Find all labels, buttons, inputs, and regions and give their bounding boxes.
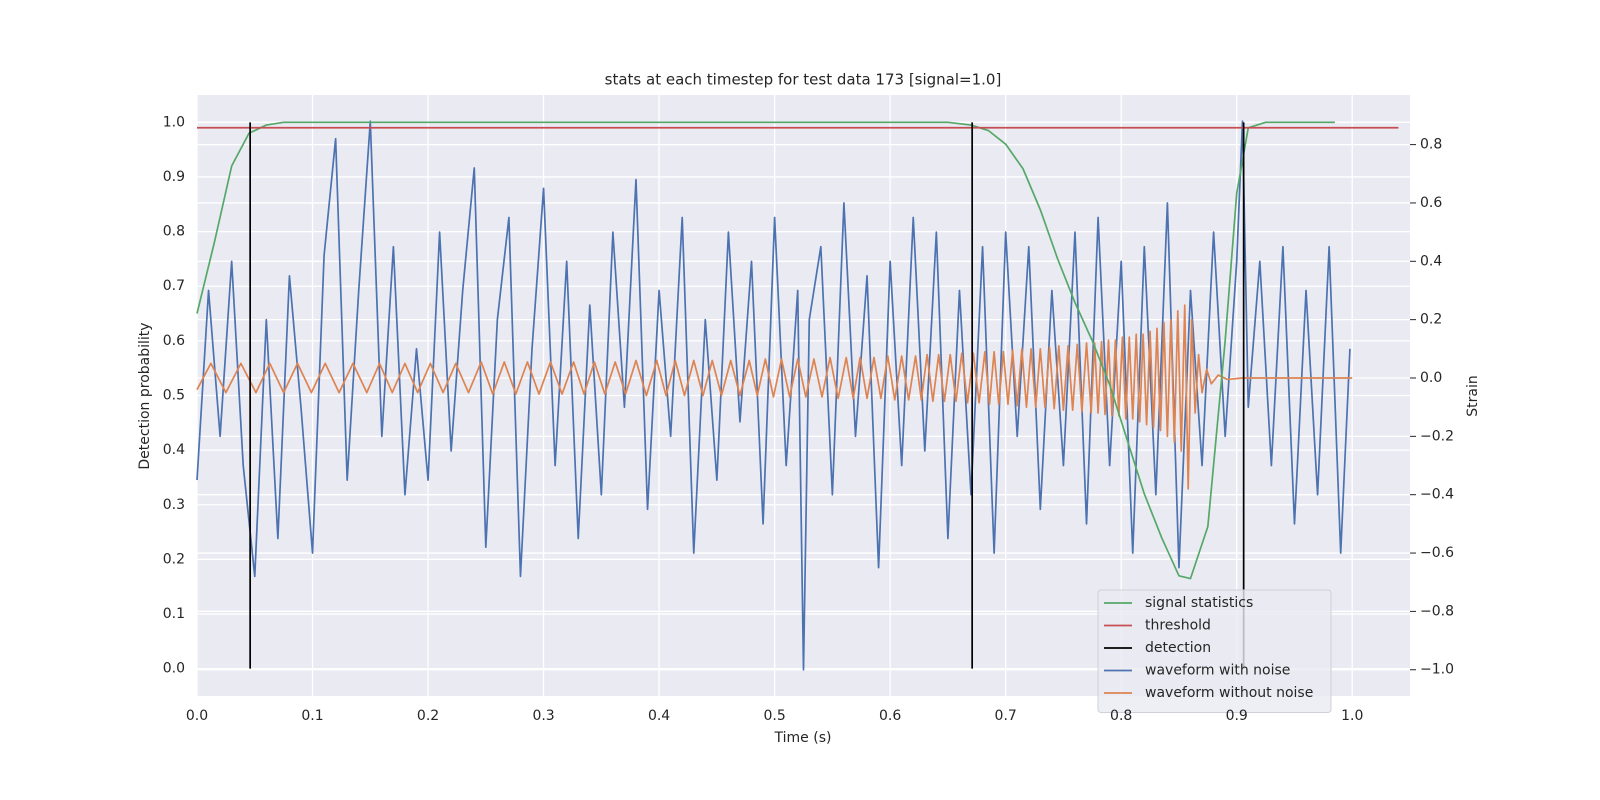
x-tick-label: 0.5 xyxy=(763,708,785,724)
x-tick-label: 0.3 xyxy=(532,708,554,724)
legend-label: signal statistics xyxy=(1145,595,1253,611)
legend-label: waveform with noise xyxy=(1145,663,1290,679)
y-tick-label: 0.0 xyxy=(163,661,185,677)
y2-tick-label: 0.6 xyxy=(1420,195,1442,211)
legend-box xyxy=(1097,589,1332,713)
x-tick-label: 0.0 xyxy=(186,708,208,724)
series-line xyxy=(249,122,1245,669)
y-tick-label: 1.0 xyxy=(163,114,185,130)
y-tick-label: 0.3 xyxy=(163,497,185,513)
y-tick-label: 0.7 xyxy=(163,278,185,294)
x-tick-label: 1.0 xyxy=(1341,708,1363,724)
y2-axis-label: Strain xyxy=(1465,375,1481,416)
x-tick-label: 0.7 xyxy=(995,708,1017,724)
legend: signal statistics threshold detection wavef… xyxy=(1097,589,1332,713)
y2-tick-label: −0.6 xyxy=(1420,545,1454,561)
y-tick-label: 0.5 xyxy=(163,388,185,404)
y2-tick-label: 0.4 xyxy=(1420,253,1442,269)
x-tick-label: 0.2 xyxy=(417,708,439,724)
y-tick-label: 0.1 xyxy=(163,606,185,622)
x-tick-label: 0.9 xyxy=(1226,708,1248,724)
x-tick-label: 0.1 xyxy=(301,708,323,724)
x-axis-label: Time (s) xyxy=(774,730,832,746)
legend-label: waveform without noise xyxy=(1145,685,1313,701)
x-tick-label: 0.4 xyxy=(648,708,670,724)
y-axis-label: Detection probability xyxy=(137,322,153,469)
y2-tick-label: −0.8 xyxy=(1420,603,1454,619)
y-tick-label: 0.4 xyxy=(163,442,185,458)
y2-tick-label: 0.2 xyxy=(1420,312,1442,328)
y2-tick-label: 0.0 xyxy=(1420,370,1442,386)
series-line xyxy=(196,120,1351,671)
series-layer xyxy=(196,120,1399,671)
x-tick-label: 0.6 xyxy=(879,708,901,724)
y2-tick-label: −1.0 xyxy=(1420,662,1454,678)
y2-tick-label: −0.4 xyxy=(1420,487,1454,503)
y-tick-label: 0.8 xyxy=(163,224,185,240)
series-line xyxy=(196,304,1353,490)
chart-title: stats at each timestep for test data 173… xyxy=(605,71,1002,89)
y-tick-label: 0.6 xyxy=(163,333,185,349)
y2-tick-label: 0.8 xyxy=(1420,137,1442,153)
y-tick-label: 0.9 xyxy=(163,169,185,185)
series-line xyxy=(196,121,1335,580)
x-tick-label: 0.8 xyxy=(1110,708,1132,724)
y2-tick-label: −0.2 xyxy=(1420,428,1454,444)
legend-label: threshold xyxy=(1145,618,1211,634)
y-tick-label: 0.2 xyxy=(163,551,185,567)
legend-label: detection xyxy=(1145,640,1211,656)
